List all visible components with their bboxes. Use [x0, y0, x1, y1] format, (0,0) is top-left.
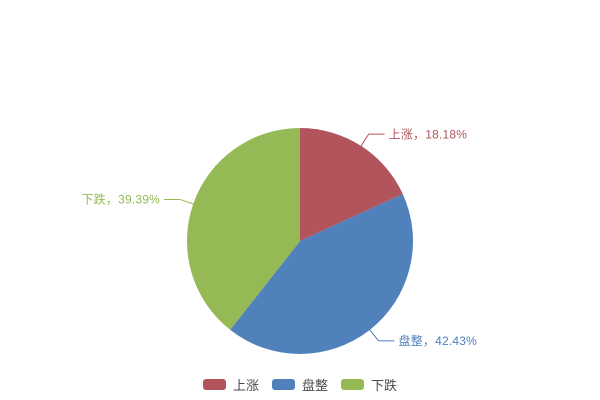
legend-swatch-flat	[271, 379, 295, 390]
legend-swatch-up	[202, 379, 226, 390]
legend-swatch-down	[341, 379, 364, 390]
legend-label-up: 上涨	[232, 378, 259, 393]
legend-item-down[interactable]: 下跌	[341, 375, 397, 394]
label-line-up	[360, 133, 385, 147]
pie-slice-down[interactable]	[186, 128, 300, 330]
legend-item-flat[interactable]: 盘整	[271, 375, 328, 394]
slice-label-down: 下跌，39.39%	[81, 192, 160, 207]
label-line-down	[163, 198, 194, 205]
slice-label-up: 上涨，18.18%	[389, 126, 468, 141]
legend-label-down: 下跌	[371, 378, 398, 393]
pie-slice-flat[interactable]	[230, 194, 413, 354]
slice-label-flat: 盘整，42.43%	[399, 333, 478, 348]
label-line-flat	[369, 329, 395, 342]
legend: 上涨 盘整 下跌	[0, 375, 600, 394]
pie-slice-up[interactable]	[300, 128, 403, 241]
legend-item-up[interactable]: 上涨	[202, 375, 259, 394]
legend-label-flat: 盘整	[301, 378, 328, 393]
